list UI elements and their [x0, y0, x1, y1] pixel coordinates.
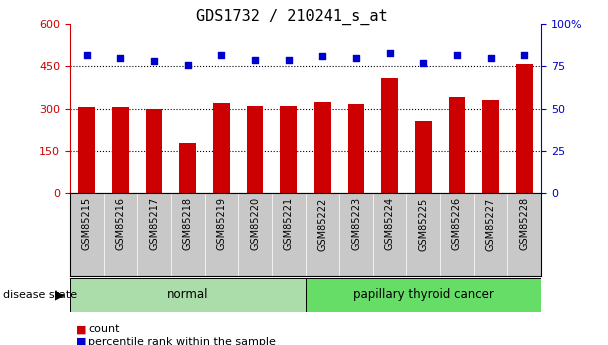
- Text: GSM85227: GSM85227: [486, 197, 496, 250]
- Text: disease state: disease state: [3, 290, 77, 300]
- Point: [183, 62, 193, 68]
- Text: GSM85224: GSM85224: [385, 197, 395, 250]
- Bar: [146, 109, 162, 193]
- Point: [418, 60, 428, 66]
- Text: GSM85220: GSM85220: [250, 197, 260, 250]
- Bar: [305, 278, 541, 312]
- Point: [284, 57, 294, 62]
- Point: [116, 55, 125, 61]
- Point: [486, 55, 496, 61]
- Text: ▶: ▶: [55, 288, 64, 302]
- Bar: [112, 107, 129, 193]
- Point: [82, 52, 92, 57]
- Text: GSM85223: GSM85223: [351, 197, 361, 250]
- Point: [216, 52, 226, 57]
- Text: GSM85219: GSM85219: [216, 197, 226, 250]
- Text: GSM85228: GSM85228: [519, 197, 530, 250]
- Text: GSM85221: GSM85221: [284, 197, 294, 250]
- Text: count: count: [88, 325, 120, 334]
- Text: GSM85215: GSM85215: [81, 197, 92, 250]
- Text: GSM85226: GSM85226: [452, 197, 462, 250]
- Point: [385, 50, 395, 56]
- Text: papillary thyroid cancer: papillary thyroid cancer: [353, 288, 494, 302]
- Text: ■: ■: [76, 325, 86, 334]
- Text: GSM85217: GSM85217: [149, 197, 159, 250]
- Point: [351, 55, 361, 61]
- Bar: [381, 78, 398, 193]
- Text: percentile rank within the sample: percentile rank within the sample: [88, 337, 276, 345]
- Bar: [70, 278, 305, 312]
- Bar: [213, 103, 230, 193]
- Point: [519, 52, 529, 57]
- Text: GSM85216: GSM85216: [116, 197, 125, 250]
- Point: [452, 52, 462, 57]
- Bar: [314, 102, 331, 193]
- Text: ■: ■: [76, 337, 86, 345]
- Text: GSM85222: GSM85222: [317, 197, 327, 250]
- Bar: [247, 106, 263, 193]
- Text: GSM85225: GSM85225: [418, 197, 428, 250]
- Bar: [482, 100, 499, 193]
- Bar: [449, 97, 465, 193]
- Bar: [179, 143, 196, 193]
- Bar: [415, 121, 432, 193]
- Bar: [348, 105, 364, 193]
- Text: GSM85218: GSM85218: [183, 197, 193, 250]
- Bar: [78, 107, 95, 193]
- Point: [149, 59, 159, 64]
- Point: [250, 57, 260, 62]
- Bar: [280, 106, 297, 193]
- Text: normal: normal: [167, 288, 209, 302]
- Text: GDS1732 / 210241_s_at: GDS1732 / 210241_s_at: [196, 9, 388, 25]
- Point: [317, 53, 327, 59]
- Bar: [516, 63, 533, 193]
